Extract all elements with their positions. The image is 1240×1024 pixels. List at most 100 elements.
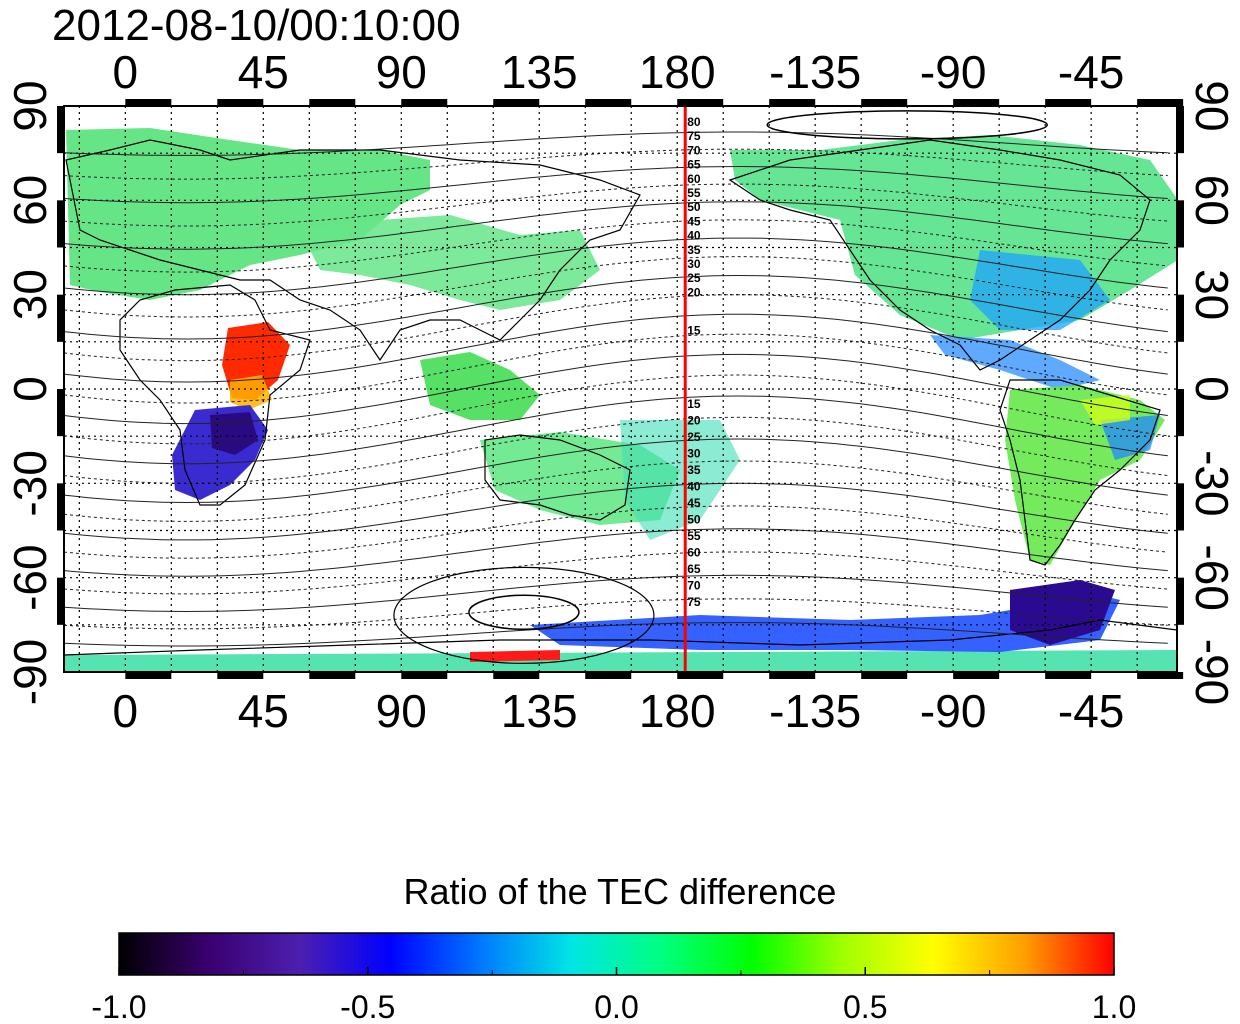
data-region-antarctic-purple	[1010, 580, 1115, 645]
frame-tick-bottom	[953, 672, 1000, 679]
contour-line	[64, 219, 1168, 273]
contour-label-south: 70	[687, 579, 701, 593]
frame-tick-left	[57, 483, 64, 531]
colorbar-tick-label: 0.0	[594, 989, 638, 1024]
contour-line	[64, 416, 1168, 484]
contour-label-north: 35	[687, 243, 701, 257]
contour-label-south: 20	[687, 414, 701, 428]
frame-tick-bottom	[493, 672, 540, 679]
frame-tick-bottom	[1045, 672, 1092, 679]
contour-label-north: 65	[687, 158, 701, 172]
colorbar-tick-label: 1.0	[1092, 989, 1136, 1024]
frame-tick-right	[1177, 389, 1184, 437]
contour-label-south: 65	[687, 562, 701, 576]
data-region-north-america-blue	[970, 250, 1110, 330]
contour-label-south: 60	[687, 546, 701, 560]
colorbar-tick-label: -1.0	[91, 989, 146, 1024]
contour-label-south: 25	[687, 430, 701, 444]
data-region-antarctic-red	[470, 650, 560, 662]
x-tick-label-bottom: 0	[113, 685, 139, 737]
frame-tick-top	[1045, 99, 1092, 106]
y-tick-label-right: 90	[1186, 80, 1238, 131]
contour-label-south: 50	[687, 513, 701, 527]
x-tick-label-top: 0	[113, 46, 139, 98]
frame-tick-right	[1177, 200, 1184, 248]
frame-tick-left	[57, 389, 64, 437]
contour-label-south: 35	[687, 463, 701, 477]
y-tick-label-right: -30	[1186, 450, 1238, 516]
x-tick-label-top: 135	[501, 46, 578, 98]
contour-line	[64, 237, 1168, 296]
frame-tick-right	[1177, 483, 1184, 531]
data-region-antarctic-blue	[530, 590, 1120, 652]
x-tick-label-bottom: -90	[920, 685, 986, 737]
contour-line	[64, 201, 1168, 250]
contour-line	[64, 131, 1168, 156]
contour-label-north: 20	[687, 285, 701, 299]
coastline-eurasia	[65, 139, 641, 362]
frame-tick-top	[861, 99, 908, 106]
plot-title: 2012-08-10/00:10:00	[52, 1, 461, 50]
y-tick-label-right: -60	[1186, 544, 1238, 610]
contour-line	[64, 598, 1168, 630]
frame-tick-left	[57, 294, 64, 342]
contour-label-south: 45	[687, 496, 701, 510]
y-tick-label-left: -60	[4, 544, 56, 610]
contour-line	[64, 528, 1168, 577]
contour-label-south: 15	[687, 397, 701, 411]
x-tick-label-bottom: 45	[238, 685, 289, 737]
frame-tick-bottom	[769, 672, 816, 679]
contour-label-north: 60	[687, 172, 701, 186]
contour-line	[64, 256, 1168, 318]
frame-tick-top	[309, 99, 356, 106]
contour-label-north: 25	[687, 271, 701, 285]
frame-tick-top	[585, 99, 632, 106]
frame-tick-left	[57, 106, 64, 154]
frame-tick-top	[1137, 99, 1184, 106]
contour-line	[64, 551, 1168, 595]
x-tick-label-bottom: 90	[376, 685, 427, 737]
coastline-australia	[484, 434, 631, 521]
frame-tick-bottom	[125, 672, 172, 679]
colorbar-tick-label: 0.5	[843, 989, 887, 1024]
colorbar-ticks: -1.0 -0.5 0.0 0.5 1.0	[91, 967, 1136, 1024]
y-tick-label-left: 0	[4, 376, 56, 402]
contour-label-north: 70	[687, 143, 701, 157]
y-tick-label-left: 90	[4, 80, 56, 131]
contour-line	[64, 183, 1168, 227]
frame-tick-left	[57, 200, 64, 248]
data-region-antarctic-green	[64, 650, 1177, 672]
y-tick-label-left: -90	[4, 639, 56, 705]
x-tick-label-bottom: -135	[769, 685, 861, 737]
colorbar-title: Ratio of the TEC difference	[403, 871, 837, 912]
contour-label-south: 55	[687, 529, 701, 543]
contour-label-north: 40	[687, 229, 701, 243]
contour-ellipse-south-outer	[393, 566, 655, 665]
x-tick-label-bottom: -45	[1058, 685, 1124, 737]
frame-tick-bottom	[309, 672, 356, 679]
frame-tick-right	[1177, 577, 1184, 625]
data-region-europe	[66, 128, 430, 300]
contour-lines	[64, 110, 1168, 665]
contour-line	[64, 274, 1168, 340]
contour-label-north: 50	[687, 200, 701, 214]
colorbar-tick-label: -0.5	[340, 989, 395, 1024]
data-region-south-america-yellow	[1080, 395, 1130, 425]
frame-tick-left	[57, 577, 64, 625]
contour-labels: 8075706560555045403530252015152025303540…	[687, 115, 701, 609]
contour-line	[64, 148, 1168, 180]
frame-tick-bottom	[861, 672, 908, 679]
x-tick-label-top: 45	[238, 46, 289, 98]
x-tick-label-top: 90	[376, 46, 427, 98]
contour-label-north: 15	[687, 324, 701, 338]
contour-label-south: 40	[687, 480, 701, 494]
contour-ellipse-south	[468, 594, 580, 631]
frame-tick-top	[217, 99, 264, 106]
frame-tick-top	[677, 99, 724, 106]
frame-tick-bottom	[1137, 672, 1184, 679]
x-tick-label-top: -135	[769, 46, 861, 98]
y-tick-label-left: 60	[4, 175, 56, 226]
coastline-antarctica	[64, 619, 1177, 656]
contour-label-north: 80	[687, 115, 701, 129]
contour-line	[64, 482, 1168, 541]
